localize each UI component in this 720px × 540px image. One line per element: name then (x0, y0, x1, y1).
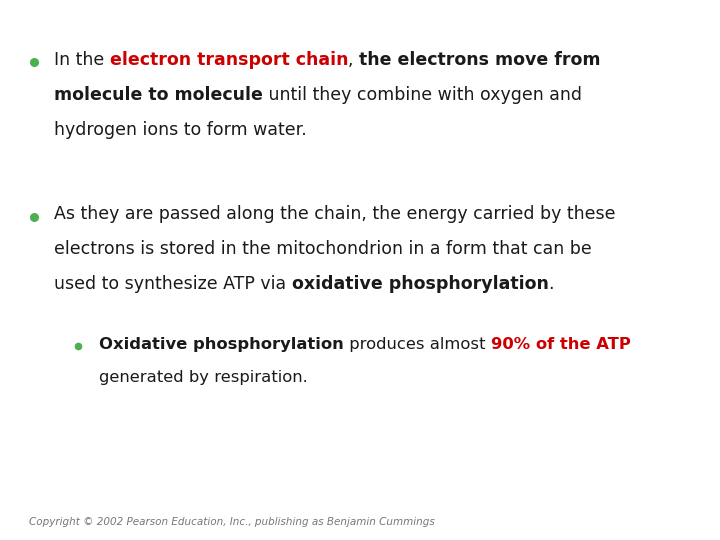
Text: .: . (549, 275, 554, 293)
Text: molecule to molecule: molecule to molecule (54, 86, 263, 104)
Text: the electrons move from: the electrons move from (359, 51, 600, 69)
Text: ,: , (348, 51, 359, 69)
Text: oxidative phosphorylation: oxidative phosphorylation (292, 275, 549, 293)
Text: produces almost: produces almost (344, 337, 491, 352)
Text: until they combine with oxygen and: until they combine with oxygen and (263, 86, 582, 104)
Text: Oxidative phosphorylation: Oxidative phosphorylation (99, 337, 344, 352)
Text: In the: In the (54, 51, 109, 69)
Text: generated by respiration.: generated by respiration. (99, 370, 308, 386)
Text: electrons is stored in the mitochondrion in a form that can be: electrons is stored in the mitochondrion… (54, 240, 592, 258)
Text: 90% of the ATP: 90% of the ATP (491, 337, 631, 352)
Text: Copyright © 2002 Pearson Education, Inc., publishing as Benjamin Cummings: Copyright © 2002 Pearson Education, Inc.… (29, 517, 435, 527)
Text: As they are passed along the chain, the energy carried by these: As they are passed along the chain, the … (54, 205, 616, 223)
Text: electron transport chain: electron transport chain (109, 51, 348, 69)
Text: used to synthesize ATP via: used to synthesize ATP via (54, 275, 292, 293)
Text: hydrogen ions to form water.: hydrogen ions to form water. (54, 121, 307, 139)
